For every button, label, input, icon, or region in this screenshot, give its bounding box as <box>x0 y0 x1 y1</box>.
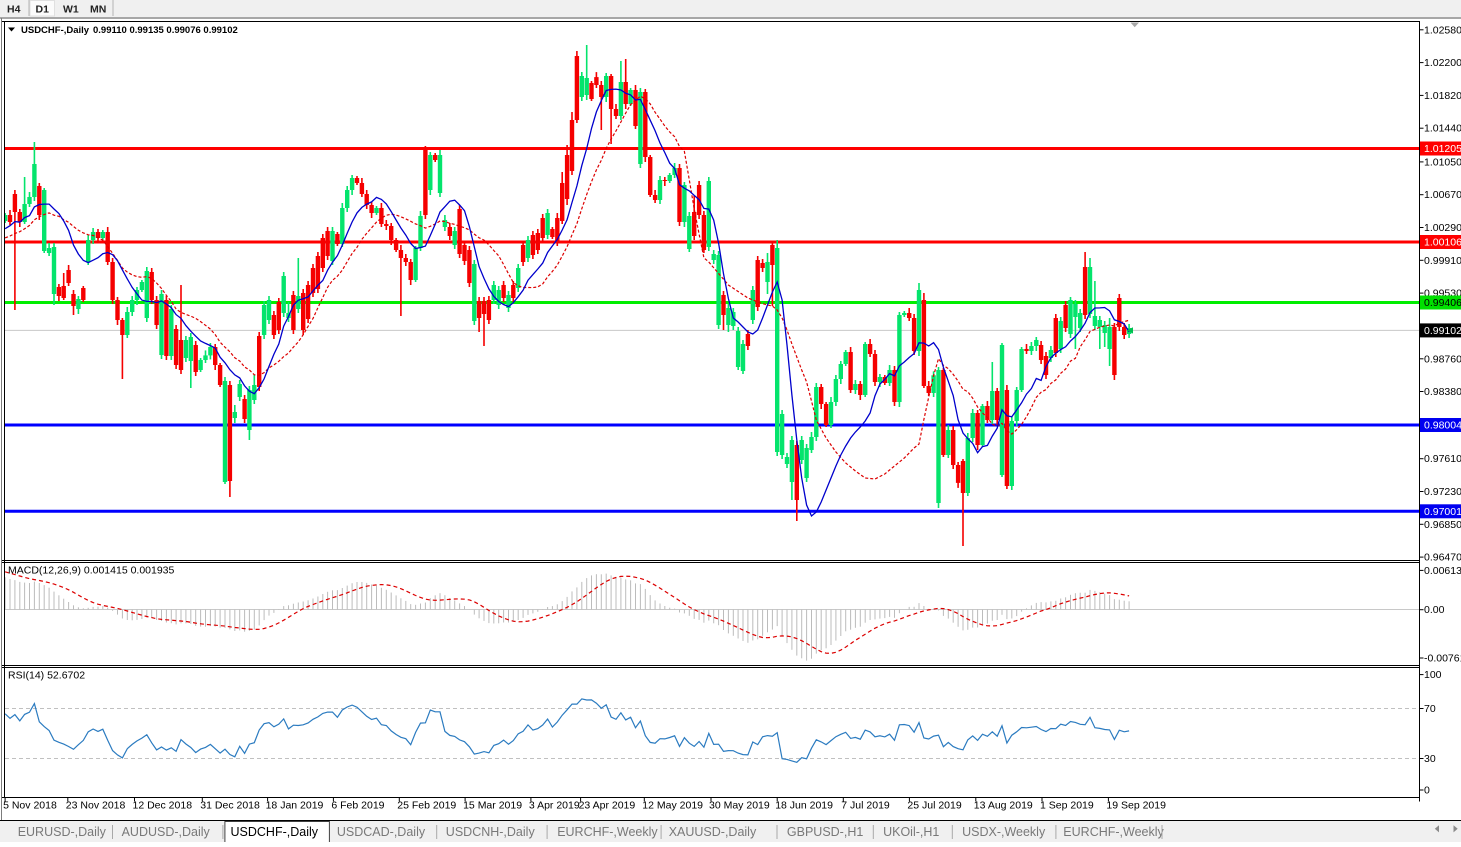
svg-text:USDX-,Weekly: USDX-,Weekly <box>962 825 1046 839</box>
svg-text:-0.0076127: -0.0076127 <box>1424 653 1461 665</box>
svg-text:18 Jun 2019: 18 Jun 2019 <box>775 800 833 812</box>
svg-text:30: 30 <box>1424 753 1436 765</box>
svg-text:70: 70 <box>1424 703 1436 715</box>
svg-text:0.98380: 0.98380 <box>1424 386 1461 398</box>
svg-text:1.00106: 1.00106 <box>1424 237 1461 249</box>
svg-text:MACD(12,26,9) 0.001415 0.00193: MACD(12,26,9) 0.001415 0.001935 <box>8 565 175 577</box>
svg-text:25 Jul 2019: 25 Jul 2019 <box>907 800 961 812</box>
svg-text:0.99910: 0.99910 <box>1424 255 1461 267</box>
svg-text:USDCHF-,Daily: USDCHF-,Daily <box>231 825 319 839</box>
svg-text:13 Aug 2019: 13 Aug 2019 <box>974 800 1033 812</box>
svg-text:1.00290: 1.00290 <box>1424 222 1461 234</box>
svg-text:6 Feb 2019: 6 Feb 2019 <box>331 800 384 812</box>
svg-text:AUDUSD-,Daily: AUDUSD-,Daily <box>122 825 211 839</box>
svg-text:D1: D1 <box>36 4 50 16</box>
svg-text:1.01205: 1.01205 <box>1424 143 1461 155</box>
svg-text:5 Nov 2018: 5 Nov 2018 <box>3 800 57 812</box>
svg-text:12 Dec 2018: 12 Dec 2018 <box>133 800 193 812</box>
svg-text:GBPUSD-,H1: GBPUSD-,H1 <box>787 825 863 839</box>
svg-text:0.97610: 0.97610 <box>1424 453 1461 465</box>
svg-text:23 Apr 2019: 23 Apr 2019 <box>579 800 636 812</box>
svg-text:0.96850: 0.96850 <box>1424 519 1461 531</box>
svg-text:25 Feb 2019: 25 Feb 2019 <box>397 800 456 812</box>
svg-text:0.99406: 0.99406 <box>1424 297 1461 309</box>
svg-text:XAUUSD-,Daily: XAUUSD-,Daily <box>669 825 757 839</box>
svg-text:12 May 2019: 12 May 2019 <box>642 800 703 812</box>
svg-text:18 Jan 2019: 18 Jan 2019 <box>266 800 324 812</box>
svg-text:EURCHF-,Weekly: EURCHF-,Weekly <box>557 825 658 839</box>
svg-text:19 Sep 2019: 19 Sep 2019 <box>1106 800 1166 812</box>
svg-text:0.00613: 0.00613 <box>1424 565 1461 577</box>
svg-text:15 Mar 2019: 15 Mar 2019 <box>463 800 522 812</box>
svg-text:0.96470: 0.96470 <box>1424 552 1461 564</box>
svg-text:0.98760: 0.98760 <box>1424 353 1461 365</box>
svg-text:3 Apr 2019: 3 Apr 2019 <box>529 800 580 812</box>
svg-text:100: 100 <box>1424 669 1442 681</box>
svg-text:1.01440: 1.01440 <box>1424 123 1461 135</box>
svg-text:7 Jul 2019: 7 Jul 2019 <box>841 800 890 812</box>
svg-text:MN: MN <box>90 4 106 16</box>
svg-text:1.01050: 1.01050 <box>1424 156 1461 168</box>
svg-text:31 Dec 2018: 31 Dec 2018 <box>200 800 260 812</box>
svg-text:0.98004: 0.98004 <box>1424 420 1461 432</box>
svg-text:W1: W1 <box>63 4 79 16</box>
svg-text:1.02200: 1.02200 <box>1424 57 1461 69</box>
svg-text:USDCHF-,Daily: USDCHF-,Daily <box>21 25 90 36</box>
svg-text:USDCAD-,Daily: USDCAD-,Daily <box>337 825 426 839</box>
svg-text:1.02580: 1.02580 <box>1424 24 1461 36</box>
svg-text:1 Sep 2019: 1 Sep 2019 <box>1040 800 1094 812</box>
svg-text:RSI(14) 52.6702: RSI(14) 52.6702 <box>8 670 85 682</box>
svg-text:UKOil-,H1: UKOil-,H1 <box>883 825 939 839</box>
svg-text:23 Nov 2018: 23 Nov 2018 <box>66 800 126 812</box>
svg-text:0.99102: 0.99102 <box>1424 325 1461 337</box>
svg-text:0.97001: 0.97001 <box>1424 506 1461 518</box>
svg-text:H4: H4 <box>7 4 21 16</box>
svg-text:1.01820: 1.01820 <box>1424 90 1461 102</box>
svg-text:USDCNH-,Daily: USDCNH-,Daily <box>446 825 536 839</box>
svg-text:0.97230: 0.97230 <box>1424 486 1461 498</box>
svg-text:0.99110 0.99135 0.99076 0.9910: 0.99110 0.99135 0.99076 0.99102 <box>93 25 238 36</box>
svg-text:EURCHF-,Weekly: EURCHF-,Weekly <box>1063 825 1164 839</box>
svg-text:1.00670: 1.00670 <box>1424 189 1461 201</box>
svg-text:30 May 2019: 30 May 2019 <box>709 800 770 812</box>
svg-text:0.00: 0.00 <box>1424 604 1445 616</box>
svg-text:0: 0 <box>1424 785 1430 797</box>
svg-text:EURUSD-,Daily: EURUSD-,Daily <box>18 825 107 839</box>
